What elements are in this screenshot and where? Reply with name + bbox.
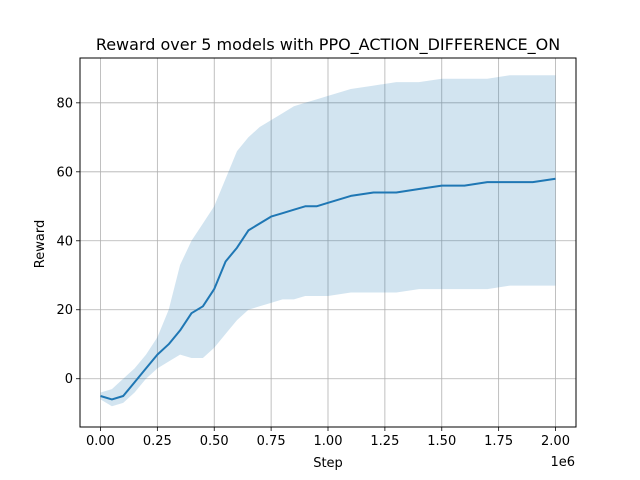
x-tick-label: 0.75 [257,434,286,449]
x-tick-label: 1.75 [484,434,513,449]
x-tick-label: 1.50 [427,434,456,449]
x-tick-label: 1.25 [370,434,399,449]
reward-std-band [100,75,556,407]
y-tick-label: 40 [56,234,73,249]
x-tick-label: 0.00 [86,434,115,449]
plot-area: 0.00 0.25 0.50 0.75 1.00 1.25 1.50 1.75 2.00 0 20 4… [56,57,577,449]
x-axis-title: Step [313,456,343,471]
y-tick-label: 20 [56,303,73,318]
y-tick-label: 0 [65,372,73,387]
plot-frame [79,57,577,428]
x-tick-label: 0.50 [200,434,229,449]
chart-title: Reward over 5 models with PPO_ACTION_DIF… [96,35,560,55]
x-tick-label: 1.00 [314,434,343,449]
x-axis-offset-label: 1e6 [550,455,575,470]
x-tick-label: 2.00 [541,434,570,449]
y-axis-title: Reward [33,220,48,268]
reward-mean-line [100,177,556,401]
x-tick-label: 0.25 [143,434,172,449]
y-tick-label: 60 [56,165,73,180]
y-tick-label: 80 [56,96,73,111]
